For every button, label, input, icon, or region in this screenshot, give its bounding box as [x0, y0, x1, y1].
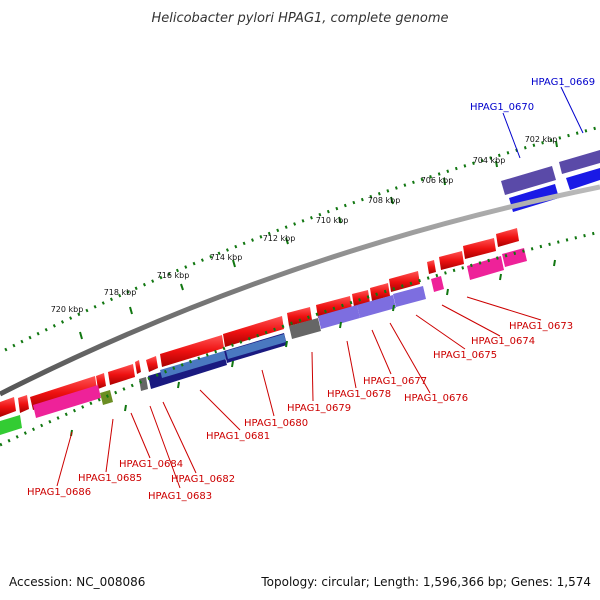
- gene-arrow-0680: [223, 316, 284, 347]
- gene-arrow-0674b: [439, 251, 464, 270]
- gene-label: HPAG1_0684: [119, 459, 183, 470]
- tick-label: 720 kbp: [51, 305, 84, 314]
- major-ticks: [79, 140, 558, 340]
- cog-0675: [431, 276, 444, 292]
- gene-arrow-0673b: [496, 228, 519, 247]
- gene-label: HPAG1_0676: [404, 393, 468, 404]
- tick-label: 714 kbp: [210, 253, 243, 262]
- cds-track-reverse: [0, 228, 519, 417]
- gene-arrow-0686: [0, 397, 16, 417]
- tick-label: 718 kbp: [104, 288, 137, 297]
- cog-0681: [160, 351, 226, 378]
- gene-arrow-0684: [96, 373, 106, 389]
- cog-0673: [502, 248, 527, 267]
- gene-label: HPAG1_0681: [206, 431, 270, 442]
- cog-0677: [357, 295, 396, 318]
- gene-label: HPAG1_0680: [244, 418, 308, 429]
- gene-arrow-0683: [108, 364, 135, 385]
- cog-0679: [289, 318, 321, 339]
- cog-0683: [139, 377, 148, 391]
- gene-arrow-0686b: [18, 395, 29, 413]
- gene-label: HPAG1_0677: [363, 376, 427, 387]
- cog-0686: [0, 415, 22, 435]
- gene-arrow-0682: [135, 360, 141, 374]
- tick-label: 710 kbp: [316, 216, 349, 225]
- gene-label: HPAG1_0679: [287, 403, 351, 414]
- gene-label: HPAG1_0683: [148, 491, 212, 502]
- genome-summary: Topology: circular; Length: 1,596,366 bp…: [260, 575, 591, 589]
- gene-label: HPAG1_0674: [471, 336, 535, 347]
- gene-arrow-0681: [146, 356, 158, 372]
- gene-label: HPAG1_0682: [171, 474, 235, 485]
- cog-track-reverse: [0, 248, 527, 435]
- gene-arrow-0674: [427, 260, 436, 274]
- cog-0674: [467, 256, 504, 280]
- gene-arrow-0676: [370, 283, 390, 301]
- gene-label: HPAG1_0669: [531, 77, 595, 88]
- gene-arrow-0679: [287, 307, 312, 326]
- map-title: Helicobacter pylori HPAG1, complete geno…: [151, 11, 448, 26]
- tick-label: 704 kbp: [473, 156, 506, 165]
- gene-arrow-0670-cog: [501, 166, 556, 195]
- tick-label: 708 kbp: [368, 196, 401, 205]
- gene-label: HPAG1_0686: [27, 487, 91, 498]
- genome-backbone: [0, 184, 600, 397]
- cog-track-forward: [501, 150, 600, 195]
- tick-labels: 702 kbp 704 kbp 706 kbp 708 kbp 710 kbp …: [51, 135, 558, 314]
- gene-arrow-0673: [463, 238, 496, 259]
- cog-0680b: [226, 334, 286, 359]
- gene-label: HPAG1_0673: [509, 321, 573, 332]
- cog-0684: [100, 390, 113, 405]
- gene-labels: HPAG1_0669 HPAG1_0670 HPAG1_0673 HPAG1_0…: [27, 77, 595, 502]
- cog-0676: [393, 286, 426, 307]
- gene-label: HPAG1_0685: [78, 473, 142, 484]
- tick-label: 716 kbp: [157, 271, 190, 280]
- gene-label: HPAG1_0670: [470, 102, 534, 113]
- tick-label: 702 kbp: [525, 135, 558, 144]
- gene-label: HPAG1_0675: [433, 350, 497, 361]
- gene-arrow-0669-cog: [559, 150, 600, 174]
- leader-lines: [56, 86, 584, 489]
- gene-arrow-0681b: [160, 335, 224, 367]
- inner-tick-ring: [0, 230, 600, 447]
- tick-label: 706 kbp: [421, 176, 454, 185]
- accession-text: Accession: NC_008086: [9, 575, 145, 589]
- gene-arrow-0675: [389, 271, 420, 292]
- cog-0678: [318, 305, 360, 329]
- cog-0685: [33, 385, 101, 418]
- tick-label: 712 kbp: [263, 234, 296, 243]
- gene-label: HPAG1_0678: [327, 389, 391, 400]
- gene-arrow-0669: [566, 168, 600, 190]
